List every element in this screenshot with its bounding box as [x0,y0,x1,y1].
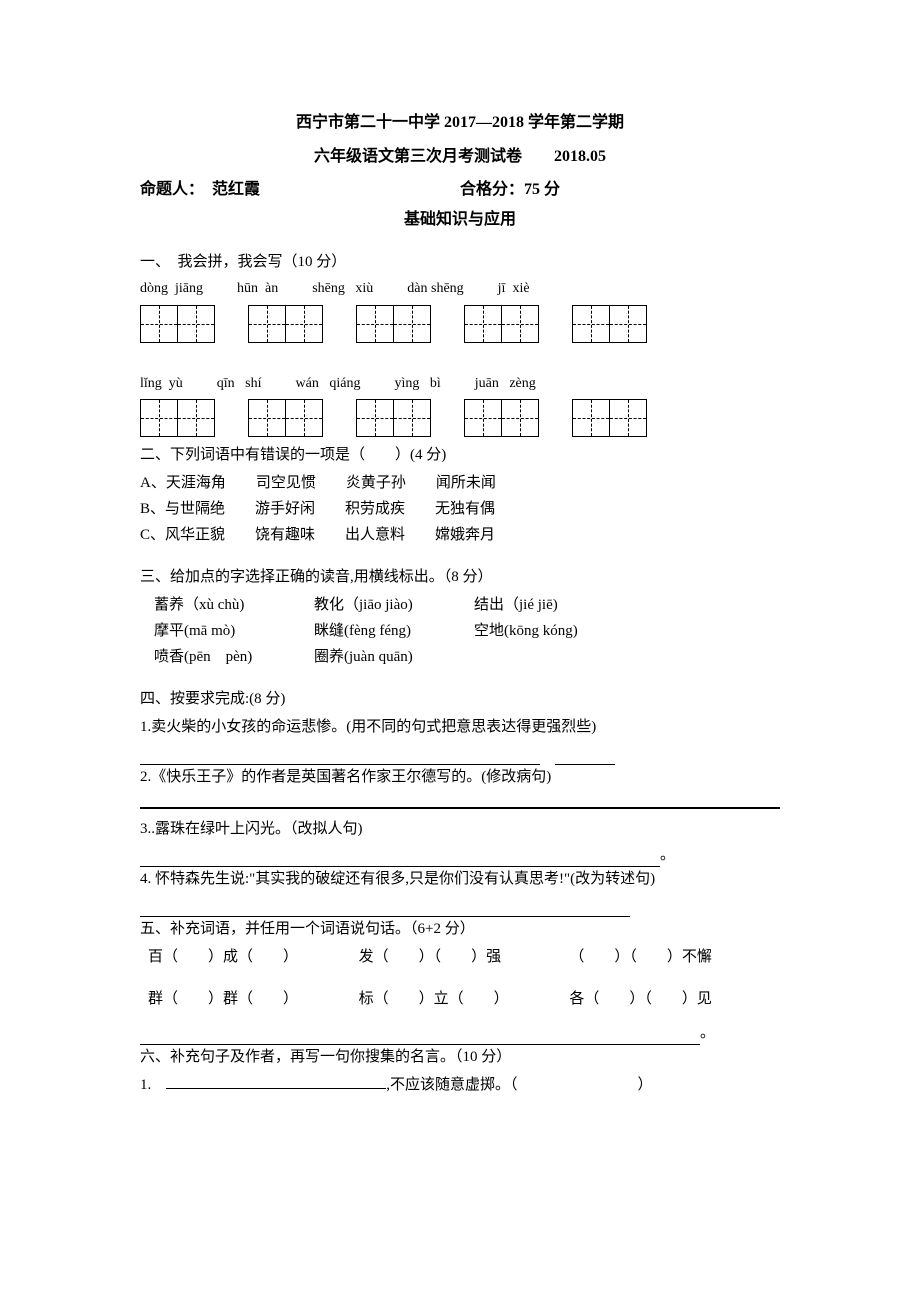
char-box [356,305,394,343]
q6-tail: ） [638,1077,653,1093]
q3-item: 圈养(juàn quān) [314,645,474,669]
blank-line-thick [140,791,780,809]
char-box [248,305,286,343]
q5-item: 发（ ）（ ）强 [359,945,570,969]
pinyin-group: wán qiáng [296,373,361,395]
q3-item: 喷香(pēn pèn) [154,645,314,669]
blank-line [140,741,780,765]
q5-row-1: 百（ ）成（ ） 发（ ）（ ）强 （ ）（ ）不懈 [148,945,780,969]
q4-item-3: 3..露珠在绿叶上闪光。（改拟人句) [140,817,780,841]
author-label: 命题人： 范红霞 [140,177,260,203]
q6-item-1: 1. ,不应该随意虚掷。（ ） [140,1073,780,1097]
char-box [609,399,647,437]
author-row: 命题人： 范红霞 合格分：75 分 [140,177,780,203]
q5-item: 百（ ）成（ ） [148,945,359,969]
pinyin-group: dàn shēng [407,278,463,300]
char-box-group [248,305,322,343]
q6-prefix: 1. [140,1077,166,1093]
char-box [464,399,502,437]
q5-heading: 五、补充词语，并任用一个词语说句话。（6+2 分） [140,917,780,941]
char-box [393,399,431,437]
blank-line: 。 [140,843,780,867]
q3-items: 蓄养（xù chù) 教化（jiāo jiào) 结出（jié jiē) 摩平(… [154,593,780,671]
q1-boxes-row-2 [140,399,780,437]
char-box [501,305,539,343]
q3-item: 结出（jié jiē) [474,593,634,617]
q4-item-2: 2.《快乐王子》的作者是英国著名作家王尔德写的。(修改病句) [140,765,780,789]
char-box [609,305,647,343]
pinyin-group: jī xiè [498,278,530,300]
q1-boxes-row-1 [140,305,780,343]
char-box [248,399,286,437]
q3-item: 空地(kōng kóng) [474,619,634,643]
char-box-group [248,399,322,437]
char-box-group [356,399,430,437]
blank-line [140,893,780,917]
q6-suffix: ,不应该随意虚掷。（ [386,1077,517,1093]
q2-heading: 二、下列词语中有错误的一项是（ ）(4 分) [140,443,780,467]
q2-option-b: B、与世隔绝 游手好闲 积劳成疾 无独有偶 [140,497,780,521]
q3-item: 蓄养（xù chù) [154,593,314,617]
q5-item: 各（ ）（ ）见 [569,987,780,1011]
char-box-group [140,305,214,343]
char-box [140,305,178,343]
section-heading: 基础知识与应用 [140,207,780,233]
q4-item-4: 4. 怀特森先生说:"其实我的破绽还有很多,只是你们没有认真思考!"(改为转述句… [140,867,780,891]
char-box-group [464,399,538,437]
pinyin-group: dòng jiāng [140,278,203,300]
char-box [501,399,539,437]
char-box-group [356,305,430,343]
char-box [572,305,610,343]
page-subtitle: 六年级语文第三次月考测试卷 2018.05 [140,144,780,170]
char-box [393,305,431,343]
q1-pinyin-row-1: dòng jiāng hūn àn shēng xiù dàn shēng jī… [140,278,780,300]
char-box [464,305,502,343]
q2-option-a: A、天涯海角 司空见惯 炎黄子孙 闻所未闻 [140,471,780,495]
q4-item-1: 1.卖火柴的小女孩的命运悲惨。(用不同的句式把意思表达得更强烈些) [140,715,780,739]
q5-row-2: 群（ ）群（ ） 标（ ）立（ ） 各（ ）（ ）见 [148,987,780,1011]
char-box-group [572,305,646,343]
pinyin-group: lǐng yù [140,373,183,395]
char-box [356,399,394,437]
q4-heading: 四、按要求完成:(8 分) [140,687,780,711]
pinyin-group: yìng bì [394,373,440,395]
char-box [572,399,610,437]
char-box [285,399,323,437]
q1-heading: 一、 我会拼，我会写（10 分） [140,250,780,274]
q5-item: 标（ ）立（ ） [359,987,570,1011]
q6-heading: 六、补充句子及作者，再写一句你搜集的名言。（10 分） [140,1045,780,1069]
char-box [177,305,215,343]
pinyin-group: hūn àn [237,278,278,300]
q5-item: （ ）（ ）不懈 [569,945,780,969]
char-box [140,399,178,437]
pinyin-group: qīn shí [217,373,262,395]
blank-line: 。 [140,1021,780,1045]
char-box-group [464,305,538,343]
pass-label: 合格分：75 分 [460,177,560,203]
q2-option-c: C、风华正貌 饶有趣味 出人意料 嫦娥奔月 [140,523,780,547]
pinyin-group: juān zèng [475,373,536,395]
q1-pinyin-row-2: lǐng yù qīn shí wán qiáng yìng bì juān z… [140,373,780,395]
q3-heading: 三、给加点的字选择正确的读音,用横线标出。（8 分） [140,565,780,589]
q3-item: 教化（jiāo jiào) [314,593,474,617]
q3-item: 摩平(mā mò) [154,619,314,643]
char-box-group [140,399,214,437]
q5-item: 群（ ）群（ ） [148,987,359,1011]
char-box [177,399,215,437]
pinyin-group: shēng xiù [312,278,373,300]
q3-item: 眯缝(fèng féng) [314,619,474,643]
blank-inline [166,1075,386,1089]
page-title: 西宁市第二十一中学 2017—2018 学年第二学期 [140,110,780,136]
char-box [285,305,323,343]
char-box-group [572,399,646,437]
